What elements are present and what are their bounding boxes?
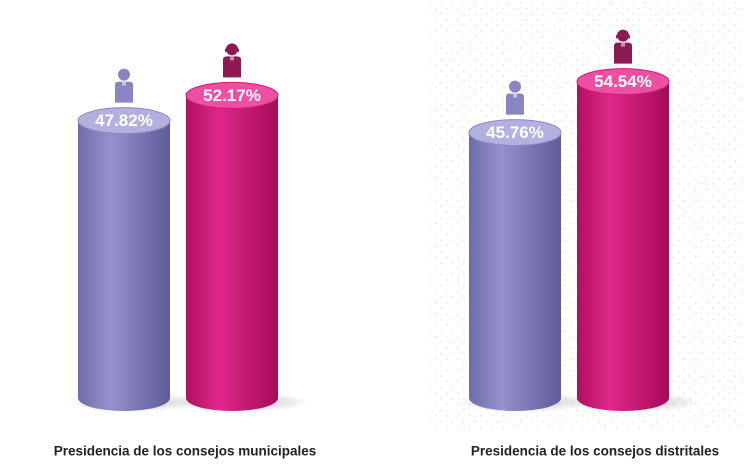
category-label: Presidencia de los consejos municipales — [54, 444, 317, 459]
icon-hair — [616, 31, 630, 39]
icon-neck — [230, 56, 234, 61]
female-icon — [223, 43, 241, 78]
female-icon — [614, 29, 632, 64]
bar-top — [468, 119, 562, 147]
bar-top — [77, 107, 171, 135]
male-icon — [506, 80, 524, 115]
bar — [78, 120, 170, 399]
icon-body — [223, 56, 241, 78]
icon-head — [509, 80, 521, 93]
value-label: 47.82% — [95, 111, 153, 130]
icon-neck — [513, 93, 517, 98]
bar — [186, 95, 278, 398]
icon-neck — [122, 81, 126, 86]
value-label: 52.17% — [203, 86, 261, 105]
bar-top — [185, 81, 279, 109]
bar-top — [576, 68, 670, 96]
icon-body — [614, 42, 632, 64]
value-label: 45.76% — [486, 123, 544, 142]
category-label: Presidencia de los consejos distritales — [471, 444, 719, 459]
icon-neck — [621, 42, 625, 47]
icon-hair — [225, 44, 239, 53]
icon-body — [115, 81, 133, 103]
icon-head — [118, 68, 130, 81]
bar — [469, 132, 561, 399]
male-icon — [115, 68, 133, 103]
bar — [577, 81, 669, 398]
icon-body — [506, 93, 524, 115]
value-label: 54.54% — [594, 72, 652, 91]
